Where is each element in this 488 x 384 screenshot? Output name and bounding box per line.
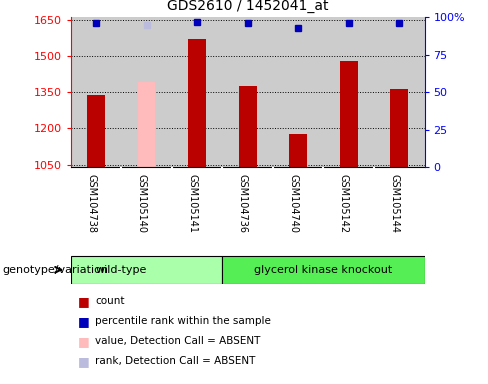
Text: wild-type: wild-type bbox=[96, 265, 147, 275]
Bar bbox=[374, 17, 425, 167]
Text: GSM104738: GSM104738 bbox=[86, 174, 96, 233]
Bar bbox=[71, 17, 122, 167]
Text: percentile rank within the sample: percentile rank within the sample bbox=[95, 316, 271, 326]
Bar bbox=[71, 256, 223, 283]
Text: GSM105144: GSM105144 bbox=[389, 174, 399, 233]
Bar bbox=[188, 39, 206, 167]
Text: GSM105141: GSM105141 bbox=[187, 174, 197, 233]
Bar bbox=[223, 256, 425, 283]
Bar bbox=[289, 134, 307, 167]
Text: genotype/variation: genotype/variation bbox=[2, 265, 108, 275]
Bar bbox=[172, 17, 223, 167]
Text: ■: ■ bbox=[78, 335, 90, 348]
Bar bbox=[223, 17, 273, 167]
Text: GSM105140: GSM105140 bbox=[137, 174, 146, 233]
Bar bbox=[273, 17, 324, 167]
Title: GDS2610 / 1452041_at: GDS2610 / 1452041_at bbox=[167, 0, 328, 13]
Text: value, Detection Call = ABSENT: value, Detection Call = ABSENT bbox=[95, 336, 261, 346]
Text: ■: ■ bbox=[78, 315, 90, 328]
Text: GSM104736: GSM104736 bbox=[238, 174, 248, 233]
Text: count: count bbox=[95, 296, 124, 306]
Text: ■: ■ bbox=[78, 295, 90, 308]
Bar bbox=[340, 61, 358, 167]
Text: GSM105142: GSM105142 bbox=[339, 174, 349, 233]
Text: GSM104740: GSM104740 bbox=[288, 174, 298, 233]
Text: glycerol kinase knockout: glycerol kinase knockout bbox=[254, 265, 393, 275]
Bar bbox=[239, 86, 257, 167]
Text: rank, Detection Call = ABSENT: rank, Detection Call = ABSENT bbox=[95, 356, 256, 366]
Text: ■: ■ bbox=[78, 355, 90, 368]
Bar bbox=[324, 17, 374, 167]
Bar bbox=[138, 83, 155, 167]
Bar bbox=[87, 94, 105, 167]
Bar bbox=[122, 17, 172, 167]
Bar bbox=[390, 89, 408, 167]
